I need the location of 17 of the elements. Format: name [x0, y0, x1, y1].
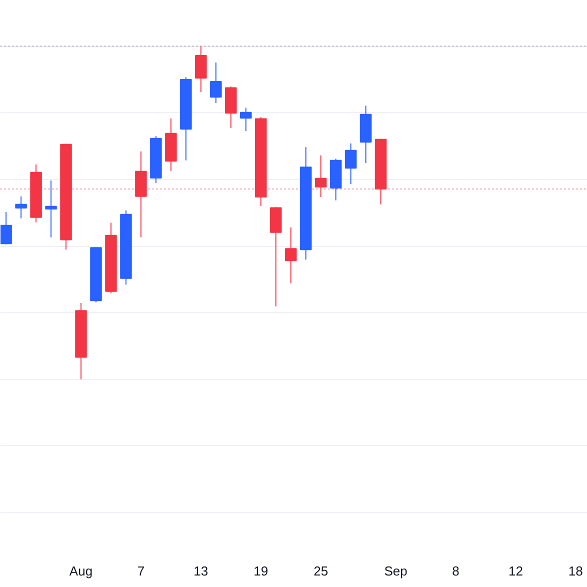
x-tick-label: Aug — [69, 564, 93, 578]
x-tick-label: 13 — [194, 564, 208, 578]
candlestick — [210, 62, 222, 104]
candlestick — [240, 107, 252, 132]
candlestick — [344, 142, 357, 185]
x-tick-label: 8 — [452, 564, 460, 578]
candlestick — [45, 180, 57, 238]
x-tick-label: 19 — [254, 564, 268, 578]
candlestick — [284, 226, 297, 284]
candlestick — [195, 46, 207, 93]
x-tick-label: 7 — [137, 564, 145, 578]
x-tick-label: 12 — [508, 564, 523, 578]
candlestick — [15, 196, 27, 219]
x-tick-label: 25 — [314, 564, 328, 578]
x-tick-label: 18 — [568, 564, 583, 578]
candlestick — [0, 212, 12, 245]
x-tick-label: Sep — [384, 564, 408, 578]
